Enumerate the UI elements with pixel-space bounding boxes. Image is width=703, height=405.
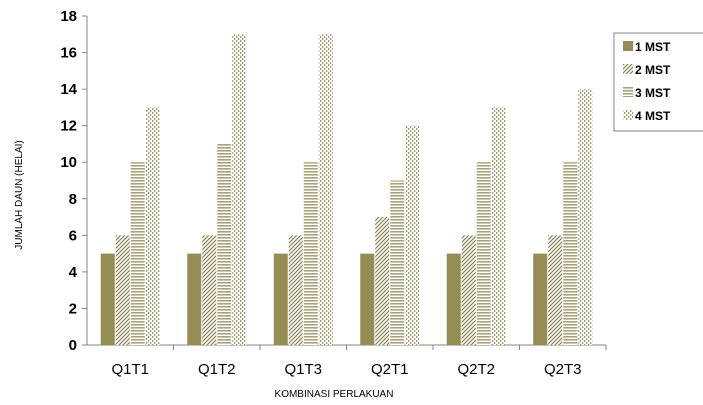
bar-q1t3-3 <box>303 162 318 345</box>
bar-q2t1-1 <box>360 253 375 345</box>
bar-q1t3-2 <box>288 235 303 345</box>
y-tick-label: 10 <box>60 154 77 171</box>
x-category-label: Q2T1 <box>371 361 409 378</box>
bar-q2t2-4 <box>491 107 506 345</box>
legend-label: 1 MST <box>635 40 671 54</box>
bar-q1t1-2 <box>115 235 130 345</box>
legend-swatch-1 <box>623 41 633 51</box>
legend-swatch-3 <box>623 87 633 97</box>
bar-q2t1-2 <box>375 217 390 345</box>
x-category-label: Q1T2 <box>198 361 236 378</box>
x-category-label: Q1T3 <box>284 361 322 378</box>
x-category-label: Q2T3 <box>544 361 582 378</box>
y-axis-title: JUMLAH DAUN (HELAI) <box>14 140 25 249</box>
x-category-label: Q1T1 <box>111 361 149 378</box>
bar-q2t2-1 <box>446 253 461 345</box>
y-tick-label: 16 <box>60 45 77 62</box>
bar-q1t3-1 <box>273 253 288 345</box>
legend-label: 2 MST <box>635 63 671 77</box>
y-tick-label: 4 <box>69 264 78 281</box>
bar-q1t2-2 <box>202 235 217 345</box>
x-axis-title: KOMBINASI PERLAKUAN <box>275 389 394 400</box>
bar-q1t3-4 <box>318 34 333 346</box>
y-tick-label: 14 <box>60 81 77 98</box>
bar-q1t2-3 <box>217 143 232 345</box>
bar-q1t2-1 <box>187 253 202 345</box>
bar-q2t3-1 <box>533 253 548 345</box>
bar-q1t2-4 <box>232 34 247 346</box>
bar-q2t1-4 <box>405 125 420 346</box>
bar-q2t2-3 <box>476 162 491 345</box>
y-tick-label: 8 <box>69 191 77 208</box>
bar-q1t1-4 <box>145 107 160 345</box>
legend-label: 3 MST <box>635 86 671 100</box>
bar-q2t3-4 <box>578 89 593 345</box>
legend-label: 4 MST <box>635 109 671 123</box>
bar-q2t3-2 <box>548 235 563 345</box>
legend-swatch-4 <box>623 110 633 120</box>
bar-q1t1-1 <box>100 253 115 345</box>
bar-q1t1-3 <box>130 162 145 345</box>
bar-q2t1-3 <box>390 180 405 345</box>
x-category-label: Q2T2 <box>457 361 495 378</box>
y-tick-label: 0 <box>69 337 77 354</box>
bar-q2t3-3 <box>563 162 578 345</box>
legend-swatch-2 <box>623 64 633 74</box>
y-tick-label: 18 <box>60 8 77 25</box>
y-tick-label: 2 <box>69 300 77 317</box>
y-tick-label: 6 <box>69 227 77 244</box>
y-tick-label: 12 <box>60 118 77 135</box>
bar-q2t2-2 <box>461 235 476 345</box>
